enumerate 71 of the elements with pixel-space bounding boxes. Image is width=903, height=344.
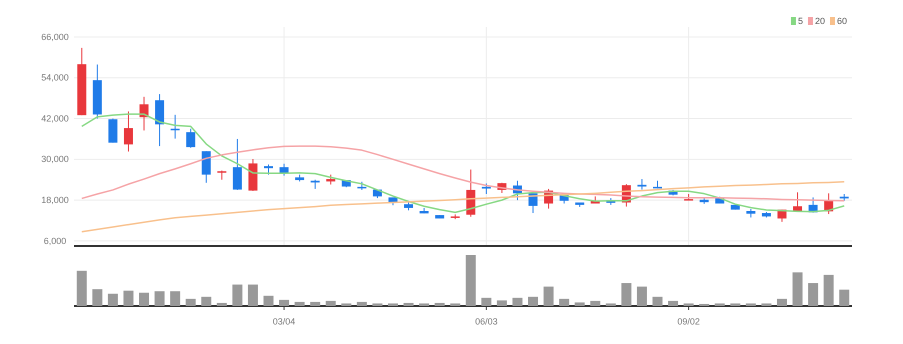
candlestick: [124, 110, 133, 152]
candlestick: [108, 118, 118, 144]
bar: [450, 303, 460, 306]
bar: [496, 300, 507, 306]
candlestick: [232, 138, 242, 190]
bar: [808, 283, 818, 306]
bar: [684, 303, 694, 306]
bar: [76, 270, 87, 306]
x-tick-label: 03/04: [272, 316, 296, 326]
bar: [279, 300, 290, 306]
bar: [761, 303, 772, 306]
bar: [154, 291, 165, 306]
bar: [404, 302, 414, 306]
bar: [668, 300, 678, 306]
bar: [139, 292, 150, 306]
bar: [559, 298, 570, 306]
bar: [574, 302, 585, 306]
bar: [108, 294, 118, 306]
bar: [372, 303, 382, 306]
bar: [621, 283, 632, 306]
y-tick-label: 18,000: [41, 195, 69, 205]
bar: [264, 296, 274, 306]
bar: [792, 272, 803, 306]
y-tick-label: 30,000: [41, 154, 69, 164]
legend-label: 5: [798, 16, 803, 26]
candlestick: [186, 128, 196, 148]
bar: [170, 291, 180, 306]
bar: [186, 298, 196, 306]
bar: [466, 255, 476, 306]
bar: [123, 290, 134, 306]
bar: [839, 290, 850, 306]
bar: [310, 302, 320, 306]
legend-label: 20: [814, 16, 825, 26]
bar: [419, 303, 430, 306]
bar: [590, 300, 600, 306]
candlestick: [170, 114, 180, 140]
bar: [92, 289, 102, 306]
candlestick: [326, 174, 336, 185]
bar: [636, 286, 647, 306]
bar: [232, 284, 242, 306]
candlestick: [264, 164, 273, 176]
x-tick-label: 09/02: [677, 316, 700, 326]
bar: [652, 296, 662, 306]
bar: [824, 274, 834, 306]
bar: [776, 298, 787, 306]
bar: [388, 303, 398, 306]
candlestick: [202, 150, 211, 184]
bar: [434, 302, 445, 306]
line-series: [81, 181, 845, 232]
bar: [294, 302, 305, 306]
bar: [341, 303, 352, 306]
bar: [201, 296, 212, 306]
x-tick-label: 06/03: [475, 316, 498, 326]
bar: [730, 303, 740, 306]
bar: [746, 303, 756, 306]
bar: [544, 286, 554, 306]
bar: [512, 298, 522, 306]
bar: [528, 296, 538, 306]
candlestick: [217, 170, 226, 180]
y-tick-label: 42,000: [41, 113, 69, 124]
y-tick-label: 54,000: [41, 72, 69, 83]
bar: [248, 284, 258, 306]
bar: [216, 302, 227, 306]
y-tick-label: 66,000: [41, 32, 69, 42]
bar: [481, 298, 492, 306]
y-tick-label: 6,000: [44, 236, 66, 246]
bar: [326, 300, 336, 306]
bar: [714, 303, 725, 306]
bar: [356, 302, 367, 306]
bar: [606, 303, 616, 306]
legend-label: 60: [836, 16, 847, 26]
